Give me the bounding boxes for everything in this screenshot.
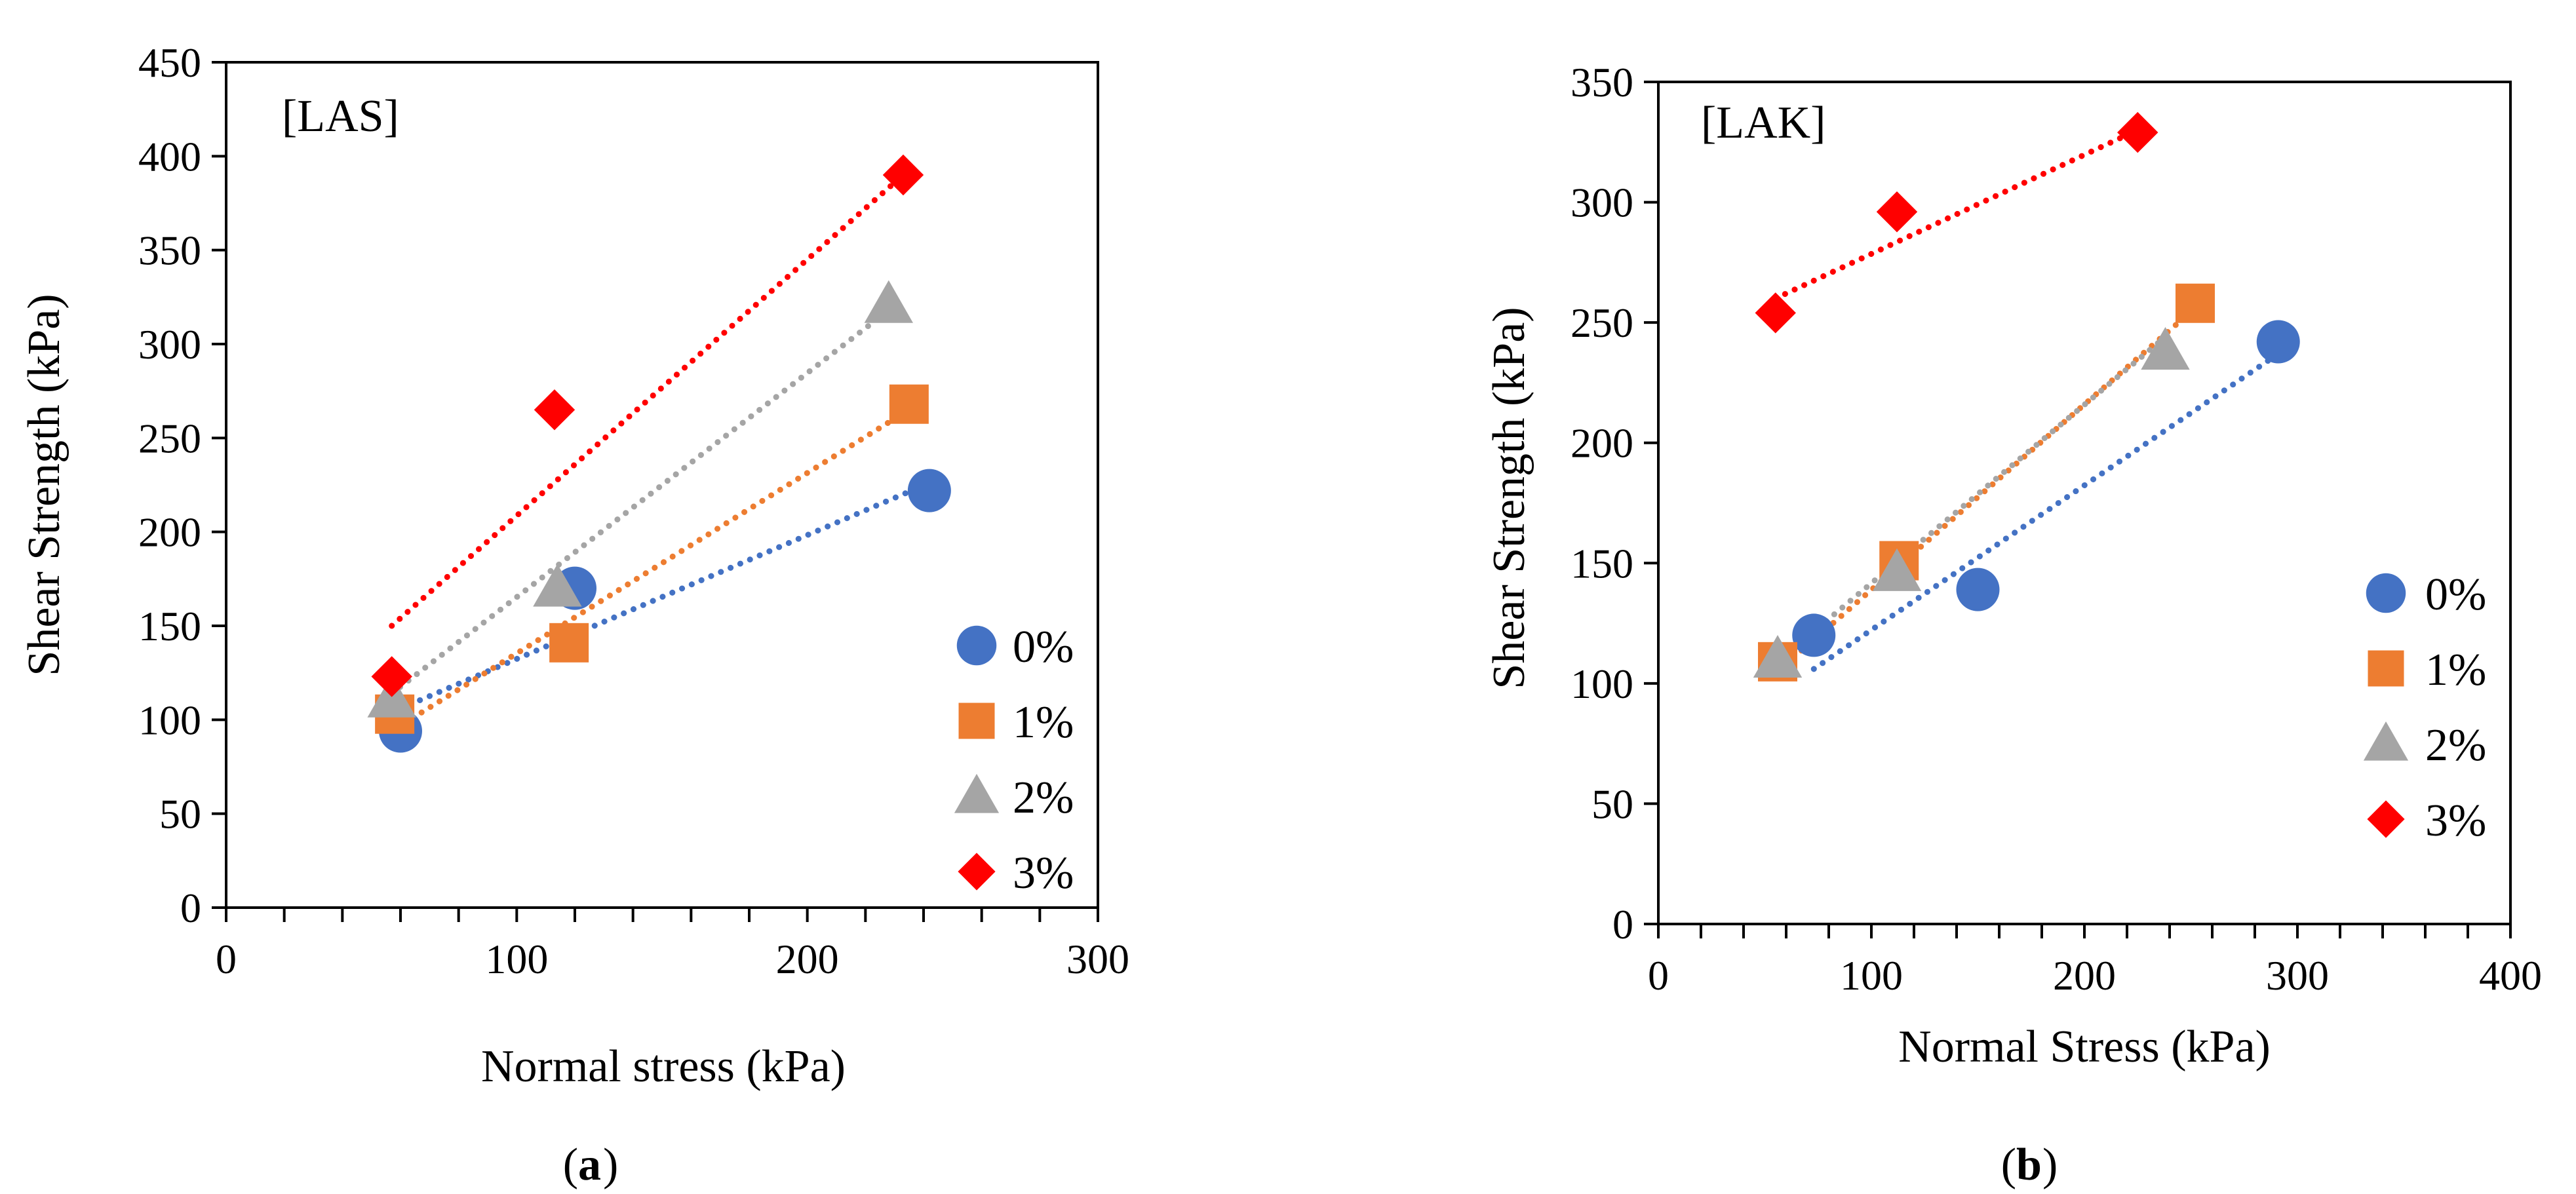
pb-y-tick-label: 250 [1571, 299, 1633, 346]
pa-legend-marker-1pct [958, 703, 995, 739]
pa-legend-label-1pct: 1% [1013, 697, 1074, 748]
pb-point-0pct [1792, 613, 1836, 657]
pa-y-tick-label: 450 [138, 39, 201, 86]
pa-legend-marker-0pct [956, 625, 997, 666]
panel-a-caption-letter: a [578, 1140, 601, 1190]
pb-legend-label-0pct: 0% [2425, 569, 2486, 620]
pb-y-tick-label: 0 [1612, 901, 1633, 948]
pa-trendline-0pct [397, 480, 933, 712]
panel-a-plot-area: 0 50 100 150 200 250 300 350 400 450 0 100 200 300 0% 1… [138, 39, 1129, 982]
pb-legend-label-3pct: 3% [2425, 796, 2486, 846]
pb-point-0pct [1956, 568, 2000, 611]
pb-legend-label-2pct: 2% [2425, 720, 2486, 771]
pa-point-3pct [534, 389, 576, 431]
pb-trendline-3pct [1772, 126, 2141, 301]
pa-trendline-1pct [391, 406, 912, 733]
panel-b-tag: [LAK] [1701, 98, 1825, 148]
pa-y-tick-label: 100 [138, 697, 201, 743]
pb-y-tick-label: 300 [1571, 180, 1633, 226]
pa-plot-frame [225, 61, 1099, 909]
pa-trendline-3pct [389, 172, 907, 629]
pa-point-3pct [882, 154, 924, 196]
pa-point-1pct [549, 623, 589, 663]
pa-y-tick-label: 400 [138, 133, 201, 180]
pb-x-tick-label: 300 [2266, 952, 2329, 999]
pb-point-2pct [2141, 327, 2190, 370]
pa-legend-label-3pct: 3% [1013, 848, 1074, 898]
pa-legend-label-2pct: 2% [1013, 773, 1074, 823]
pa-point-2pct [533, 564, 582, 607]
pb-y-tick-label: 150 [1571, 540, 1633, 587]
pa-x-tick-label: 200 [776, 936, 839, 982]
pb-legend-marker-2pct [2363, 721, 2409, 761]
pb-point-1pct [2176, 283, 2215, 323]
pa-x-tick-label: 300 [1066, 936, 1129, 982]
pb-x-tick-label: 100 [1840, 952, 1903, 999]
panel-a-y-axis-label: Shear Strength (kPa) [19, 294, 69, 676]
pb-point-3pct [1755, 292, 1796, 334]
panel-b-plot-area: 0 50 100 150 200 250 300 350 0 100 200 300 400 0% 1% 2%… [1571, 59, 2542, 999]
pb-legend-marker-1pct [2368, 650, 2404, 687]
pb-x-tick-label: 200 [2053, 952, 2116, 999]
panel-a-caption: ( a ) [563, 1140, 619, 1190]
panel-b-caption: ( b ) [2001, 1140, 2058, 1190]
pb-plot-frame [1657, 81, 2512, 925]
pb-point-2pct [1872, 548, 1922, 591]
pb-trendline-2pct [1774, 334, 2168, 665]
pa-x-tick-label: 100 [485, 936, 548, 982]
panel-b-caption-letter: b [2016, 1140, 2042, 1190]
pb-legend-label-1pct: 1% [2425, 645, 2486, 695]
pb-legend-marker-0pct [2366, 573, 2406, 613]
pb-y-tick-label: 50 [1591, 780, 1633, 827]
pb-point-2pct [1753, 634, 1803, 678]
panel-a-caption-open: ( [563, 1140, 578, 1190]
panel-a-tag: [LAS] [282, 91, 399, 142]
panel-b-y-axis-label: Shear Strength (kPa) [1484, 307, 1534, 689]
pa-trendline-2pct [389, 307, 892, 697]
pa-point-0pct [907, 469, 951, 512]
pa-y-tick-label: 250 [138, 415, 201, 461]
chart-panel-b: 0 50 100 150 200 250 300 350 0 100 200 300 400 0% 1% 2%… [1484, 59, 2542, 1190]
pb-trendline-0pct [1810, 351, 2282, 672]
pb-point-3pct [1876, 191, 1918, 233]
pa-x-tick-label: 0 [216, 936, 237, 982]
pb-y-tick-label: 200 [1571, 420, 1633, 467]
pb-y-tick-label: 100 [1571, 661, 1633, 707]
pa-legend-label-0pct: 0% [1013, 622, 1074, 672]
pb-y-tick-label: 350 [1571, 59, 1633, 106]
panel-b-caption-open: ( [2001, 1140, 2016, 1190]
pb-point-0pct [2256, 320, 2300, 364]
pa-point-2pct [864, 280, 913, 323]
pb-point-3pct [2117, 111, 2158, 153]
panel-b-x-axis-label: Normal Stress (kPa) [1898, 1022, 2271, 1072]
pa-y-tick-label: 0 [180, 885, 201, 931]
panel-a-caption-close: ) [603, 1140, 618, 1190]
pa-point-1pct [889, 384, 929, 424]
pb-x-tick-label: 400 [2479, 952, 2542, 999]
pa-legend-marker-2pct [954, 773, 1000, 813]
chart-panel-a: 0 50 100 150 200 250 300 350 400 450 0 100 200 300 0% 1… [19, 39, 1129, 1190]
panel-a-x-axis-label: Normal stress (kPa) [481, 1041, 846, 1092]
pb-legend-marker-3pct [2367, 800, 2405, 838]
pa-legend-marker-3pct [958, 853, 996, 891]
pa-y-tick-label: 50 [159, 791, 201, 838]
pa-y-tick-label: 200 [138, 509, 201, 556]
pa-y-tick-label: 300 [138, 321, 201, 368]
pb-x-tick-label: 0 [1648, 952, 1669, 999]
pb-trendline-1pct [1774, 305, 2198, 674]
panel-b-caption-close: ) [2042, 1140, 2058, 1190]
pa-y-tick-label: 150 [138, 603, 201, 649]
pa-y-tick-label: 350 [138, 227, 201, 274]
pa-point-3pct [371, 656, 412, 697]
